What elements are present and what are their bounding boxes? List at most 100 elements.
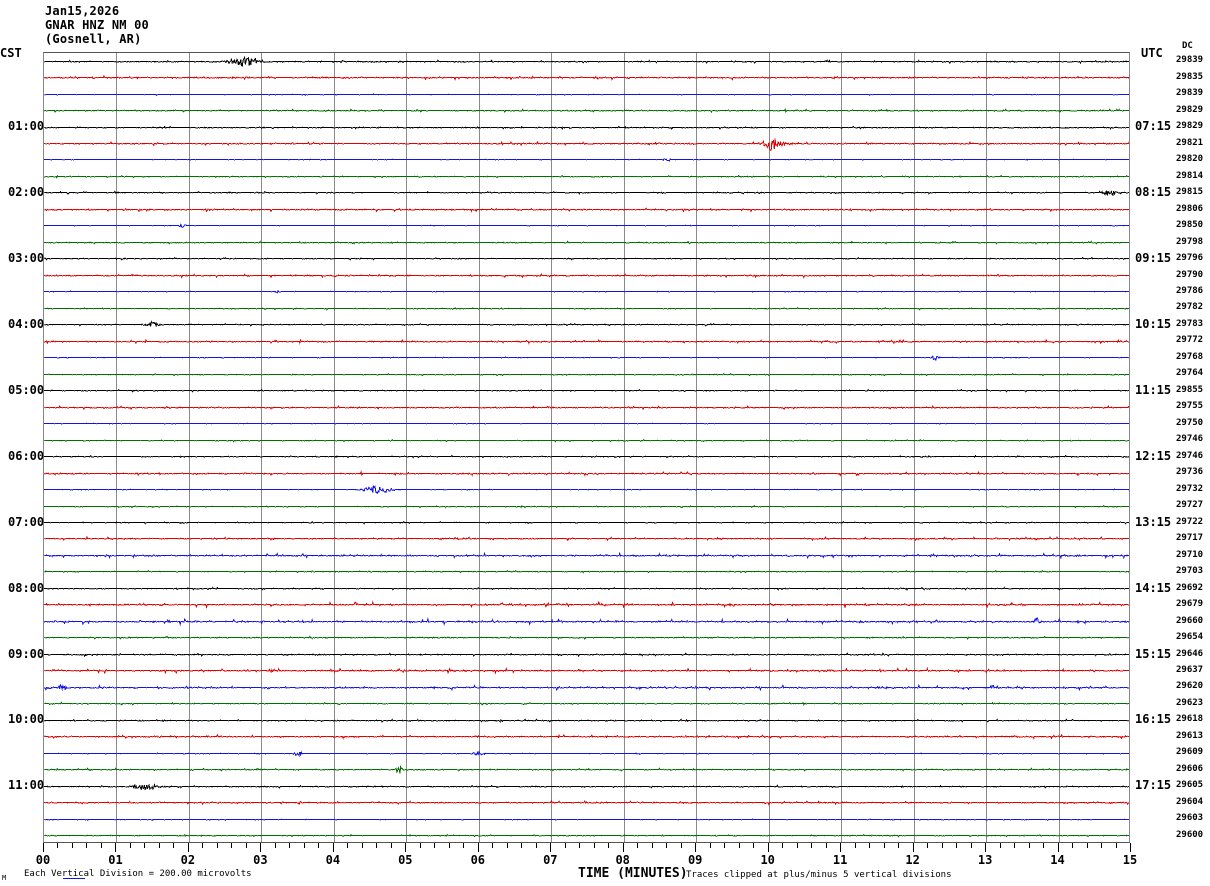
x-tick-label: 06 [470,853,486,867]
x-minor-tick [709,843,711,848]
dc-offset-value: 29620 [1176,681,1204,692]
trace-row [44,800,1129,806]
cst-hour-label: 03:00 [8,251,45,265]
x-major-tick [767,843,769,852]
trace-row [44,718,1129,723]
trace-row [44,320,1129,329]
x-minor-tick [927,843,929,848]
x-minor-tick [318,843,320,848]
trace-row [44,404,1129,410]
x-minor-tick [521,843,523,848]
x-minor-tick [245,843,247,848]
trace-row [44,701,1129,707]
dc-offset-value: 29717 [1176,533,1204,544]
utc-hour-label: 13:15 [1135,514,1172,529]
x-minor-tick [970,843,972,848]
dc-offset-value: 29692 [1176,582,1204,593]
dc-offset-value: 29815 [1176,187,1204,198]
trace-row [44,108,1129,114]
x-minor-tick [71,843,73,848]
dc-offset-value: 29821 [1176,137,1204,148]
x-minor-tick [564,843,566,848]
trace-row [44,55,1129,67]
dc-offset-value: 29772 [1176,335,1204,346]
dc-offset-value: 29790 [1176,269,1204,280]
x-major-tick [115,843,117,852]
cst-hour-label: 06:00 [8,448,45,463]
x-minor-tick [898,843,900,848]
trace-row [44,240,1129,245]
dc-offset-value: 29764 [1176,368,1204,379]
x-minor-tick [419,843,421,848]
trace-row [44,223,1129,229]
x-minor-tick [999,843,1001,848]
dc-offset-value: 29746 [1176,434,1204,445]
x-minor-tick [86,843,88,848]
x-minor-tick [216,843,218,848]
x-major-tick [1130,843,1131,852]
trace-row [44,454,1129,459]
dc-offset-value: 29703 [1176,566,1204,577]
x-minor-tick [651,843,653,848]
x-minor-tick [361,843,363,848]
right-axis-label: UTC [1141,46,1163,60]
x-minor-tick [1043,843,1045,848]
trace-row [44,504,1129,508]
x-tick-label: 01 [108,853,123,867]
dc-offset-value: 29604 [1176,796,1204,807]
x-minor-tick [1028,843,1030,848]
x-minor-tick [347,843,349,848]
x-tick-label: 13 [977,853,993,867]
x-major-tick [187,843,189,852]
x-minor-tick [666,843,668,848]
x-minor-tick [1115,843,1117,848]
dc-offset-value: 29814 [1176,170,1204,181]
dc-offset-value: 29820 [1176,154,1204,165]
utc-hour-label: 11:15 [1135,382,1172,397]
dc-offset-value: 29782 [1176,302,1204,313]
x-major-tick [840,843,842,852]
x-minor-tick [144,843,146,848]
x-minor-tick [1101,843,1102,848]
dc-offset-value: 29806 [1176,203,1204,214]
trace-row [44,617,1129,627]
x-minor-tick [579,843,581,848]
x-minor-tick [506,843,508,848]
x-minor-tick [173,843,175,848]
trace-row [44,355,1129,362]
dc-offset-value: 29679 [1176,599,1204,610]
dc-offset-value: 29835 [1176,71,1204,82]
x-major-tick [985,843,987,852]
left-axis-label: CST [0,46,22,60]
trace-row [44,138,1129,151]
x-minor-tick [274,843,276,848]
x-minor-tick [434,843,436,848]
dc-offset-value: 29603 [1176,813,1204,824]
x-minor-tick [869,843,871,848]
x-minor-tick [129,843,131,848]
x-minor-tick [100,843,102,848]
dc-offset-value: 29618 [1176,714,1204,725]
vertical-division-note: Each Vertical Division = 200.00 microvol… [24,869,252,879]
x-minor-tick [680,843,682,848]
header-station-id: GNAR HNZ NM 00 [45,18,149,32]
x-axis-title: TIME (MINUTES) [578,866,688,881]
dc-offset-value: 29609 [1176,747,1204,758]
utc-hour-label: 15:15 [1135,646,1172,661]
x-tick-label: 04 [325,853,341,867]
x-tick-label: 08 [615,853,630,867]
trace-row [44,158,1129,163]
cst-hour-label: 09:00 [8,646,45,661]
x-major-tick [43,843,44,852]
x-minor-tick [535,843,537,848]
x-tick-label: 10 [760,853,775,867]
dc-offset-value: 29796 [1176,253,1204,263]
x-major-tick [332,843,334,852]
utc-hour-label: 08:15 [1135,185,1172,200]
x-minor-tick [289,843,291,848]
helicorder-plot-area[interactable] [43,52,1130,843]
dc-offset-value: 29839 [1176,88,1204,99]
x-minor-tick [608,843,610,848]
x-major-tick [912,843,914,852]
trace-row [44,190,1129,197]
